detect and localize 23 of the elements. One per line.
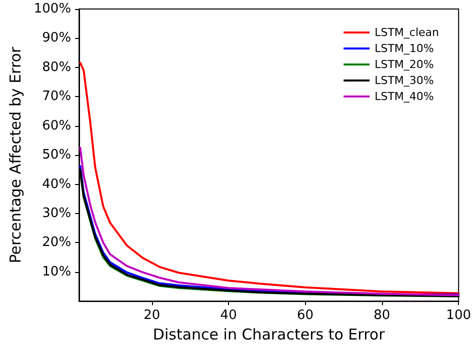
x-tick-label: 60: [296, 308, 314, 324]
legend-label: LSTM_20%: [374, 58, 434, 71]
y-tick-label: 80%: [42, 60, 72, 75]
legend-label: LSTM_30%: [374, 74, 434, 87]
y-tick-label: 20%: [42, 235, 72, 250]
x-axis-title: Distance in Characters to Error: [152, 326, 386, 344]
x-tick-label: 80: [374, 308, 390, 324]
y-tick-label: 100%: [34, 2, 72, 16]
legend-label: LSTM_clean: [374, 26, 440, 39]
y-tick-label: 30%: [42, 206, 72, 221]
y-tick-label: 70%: [42, 89, 72, 104]
legend-label: LSTM_40%: [374, 90, 434, 103]
y-tick-label: 90%: [42, 30, 72, 46]
y-axis-title: Percentage Affected by Error: [6, 46, 24, 264]
y-tick-label: 60%: [42, 118, 72, 134]
y-tick-label: 10%: [42, 264, 72, 280]
x-tick-label: 100: [446, 308, 472, 324]
y-tick-label: 50%: [42, 148, 72, 163]
x-tick-label: 40: [220, 308, 237, 324]
legend-label: LSTM_10%: [374, 42, 434, 55]
line-series: [79, 62, 460, 294]
y-tick-label: 40%: [42, 176, 72, 192]
x-tick-label: 20: [144, 308, 160, 324]
